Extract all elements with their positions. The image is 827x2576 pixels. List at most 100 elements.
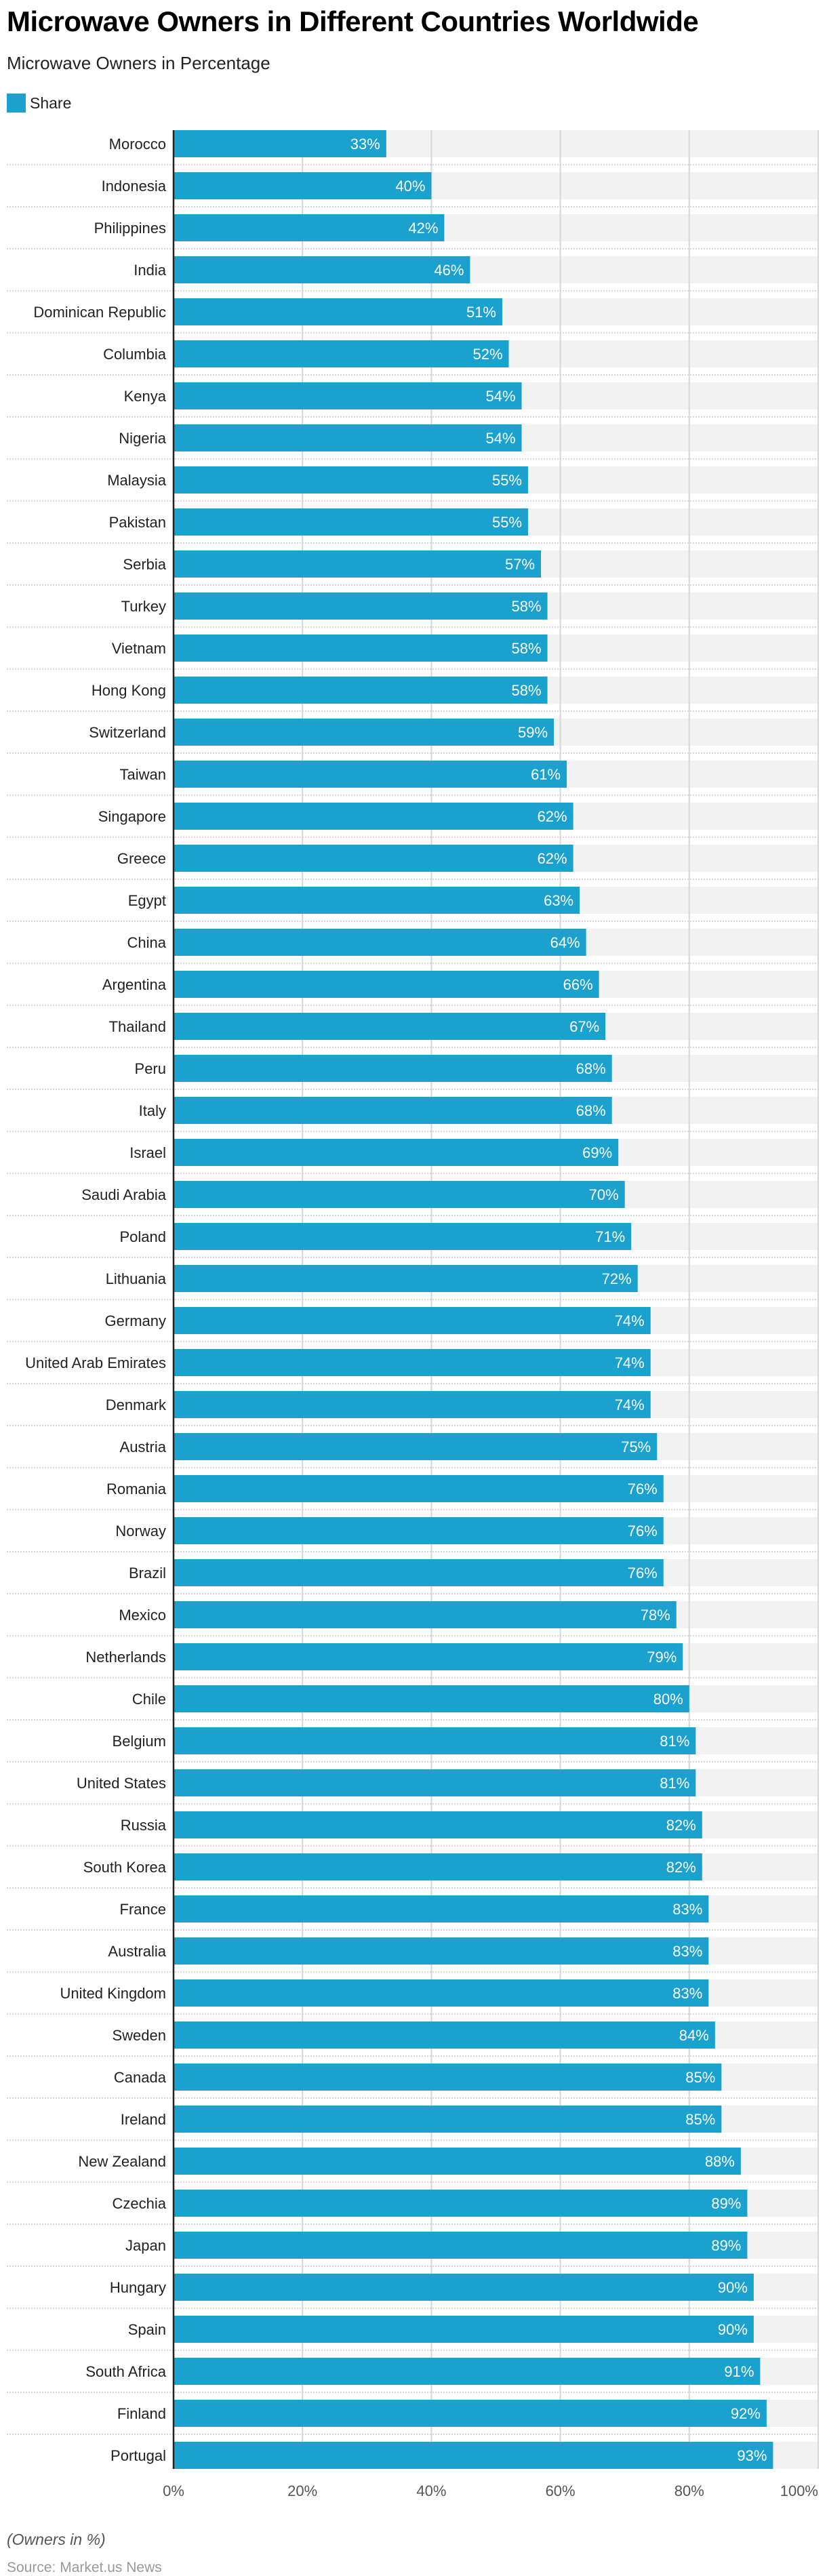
value-label: 55% [492, 472, 522, 489]
chart-subtitle: Microwave Owners in Percentage [7, 53, 270, 73]
value-label: 61% [531, 766, 561, 783]
category-label: Taiwan [120, 766, 166, 783]
value-label: 55% [492, 514, 522, 531]
category-label: United States [77, 1775, 166, 1792]
bar [174, 2274, 754, 2301]
value-label: 88% [705, 2153, 735, 2170]
bar [174, 2316, 754, 2343]
bar [174, 1685, 689, 1712]
bar [174, 508, 529, 536]
x-tick-label: 80% [674, 2482, 704, 2499]
category-label: Indonesia [102, 178, 167, 195]
value-label: 67% [569, 1018, 599, 1035]
value-label: 76% [628, 1481, 658, 1497]
value-label: 72% [602, 1270, 632, 1287]
bar [174, 550, 542, 578]
category-label: Poland [119, 1228, 166, 1245]
value-label: 68% [576, 1102, 606, 1119]
bar [174, 1223, 632, 1250]
bar [174, 677, 548, 704]
value-label: 58% [512, 640, 542, 657]
category-label: Australia [108, 1943, 166, 1960]
value-label: 89% [711, 2195, 741, 2212]
bar [174, 2148, 741, 2175]
x-tick-label: 20% [287, 2482, 317, 2499]
value-label: 71% [595, 1228, 625, 1245]
category-label: Malaysia [107, 472, 167, 489]
value-label: 80% [653, 1691, 683, 1708]
value-label: 85% [685, 2069, 715, 2086]
bar [174, 424, 522, 451]
x-tick-label: 100% [780, 2482, 818, 2499]
value-label: 42% [408, 220, 438, 237]
bar [174, 2442, 773, 2469]
bar [174, 1601, 677, 1628]
category-label: Japan [125, 2237, 166, 2254]
value-label: 69% [582, 1144, 612, 1161]
bar [174, 971, 599, 998]
category-label: Sweden [112, 2027, 166, 2044]
value-label: 74% [615, 1396, 645, 1413]
bar [174, 635, 548, 662]
value-label: 74% [615, 1354, 645, 1371]
value-label: 62% [538, 808, 567, 825]
bar [174, 887, 580, 914]
legend-label-share: Share [30, 94, 72, 112]
category-label: Norway [115, 1523, 166, 1539]
category-label: Singapore [98, 808, 166, 825]
bar [174, 1139, 619, 1166]
bar [174, 1055, 612, 1082]
bar [174, 1811, 702, 1838]
value-label: 79% [647, 1649, 677, 1666]
value-label: 93% [737, 2447, 767, 2464]
category-label: Belgium [113, 1733, 166, 1750]
value-label: 84% [679, 2027, 709, 2044]
value-label: 75% [621, 1438, 651, 1455]
category-label: Argentina [102, 976, 167, 993]
bar [174, 1097, 612, 1124]
bar [174, 2106, 722, 2133]
bar [174, 1979, 709, 2007]
value-label: 54% [485, 430, 515, 447]
category-label: Hong Kong [92, 682, 166, 699]
row-separators [7, 164, 818, 2435]
category-label: Czechia [113, 2195, 167, 2212]
value-label: 83% [672, 1901, 702, 1918]
category-label: Mexico [119, 1607, 166, 1624]
value-label: 83% [672, 1943, 702, 1960]
category-label: Denmark [106, 1396, 167, 1413]
value-label: 76% [628, 1565, 658, 1582]
value-label: 81% [660, 1733, 689, 1750]
category-label: China [127, 934, 167, 951]
value-label: 54% [485, 388, 515, 405]
bar [174, 1475, 664, 1502]
bar [174, 1727, 696, 1754]
value-label: 58% [512, 598, 542, 615]
category-label: United Arab Emirates [25, 1354, 166, 1371]
value-label: 58% [512, 682, 542, 699]
category-label: Spain [128, 2321, 166, 2338]
value-label: 91% [724, 2363, 754, 2380]
category-label: Russia [121, 1817, 167, 1834]
value-label: 59% [518, 724, 548, 741]
legend-swatch-share [7, 94, 26, 113]
category-label: Portugal [110, 2447, 166, 2464]
category-label: Netherlands [85, 1649, 166, 1666]
category-label: Switzerland [89, 724, 166, 741]
value-label: 52% [472, 346, 502, 363]
category-label: Austria [120, 1438, 167, 1455]
category-label: Lithuania [106, 1270, 167, 1287]
x-axis-tick-labels: 0% 20% 40% 60% 80% 100% [163, 2482, 818, 2499]
category-label: Pakistan [109, 514, 166, 531]
category-label: Dominican Republic [33, 304, 166, 321]
category-label: India [134, 262, 166, 279]
value-label: 57% [505, 556, 535, 573]
bar [174, 2190, 748, 2217]
category-label: Serbia [123, 556, 166, 573]
value-label: 85% [685, 2111, 715, 2128]
bar [174, 130, 386, 157]
bar [174, 1181, 625, 1208]
value-label: 90% [718, 2321, 748, 2338]
bar [174, 929, 586, 956]
bar [174, 1643, 683, 1670]
